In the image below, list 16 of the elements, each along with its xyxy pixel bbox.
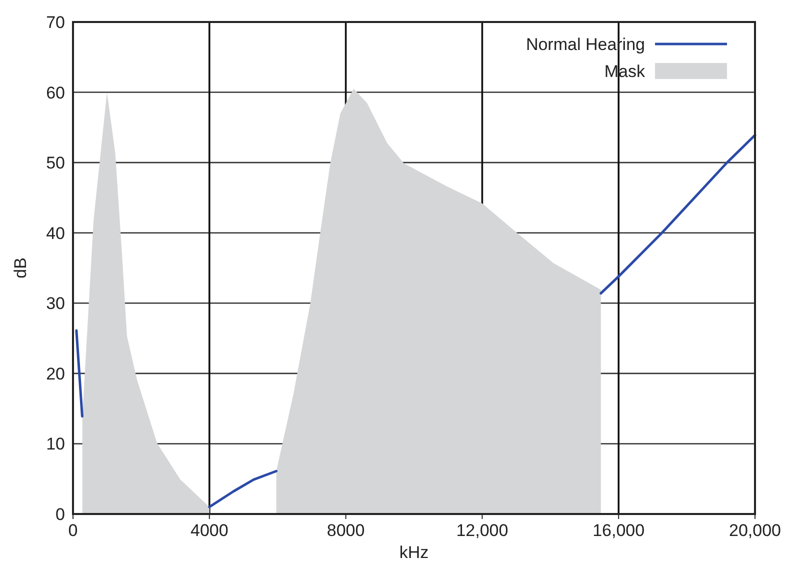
y-tick-label: 0 (56, 505, 65, 524)
x-tick-label: 12,000 (456, 521, 508, 540)
x-tick-label: 8000 (326, 521, 365, 540)
y-tick-label: 10 (46, 434, 65, 454)
y-tick-label: 60 (46, 83, 65, 102)
y-axis-title: dB (11, 258, 30, 278)
y-tick-label: 40 (46, 224, 65, 243)
x-tick-label: 16,000 (592, 521, 645, 540)
y-tick-label: 30 (46, 294, 65, 314)
y-tick-label: 70 (46, 13, 65, 32)
y-tick-label: 50 (46, 154, 65, 173)
y-tick-label: 20 (46, 364, 65, 384)
x-tick-label: 20,000 (729, 521, 781, 540)
x-axis-title: kHz (399, 543, 429, 562)
x-tick-label: 0 (68, 521, 78, 540)
x-tick-label: 4000 (190, 521, 228, 540)
